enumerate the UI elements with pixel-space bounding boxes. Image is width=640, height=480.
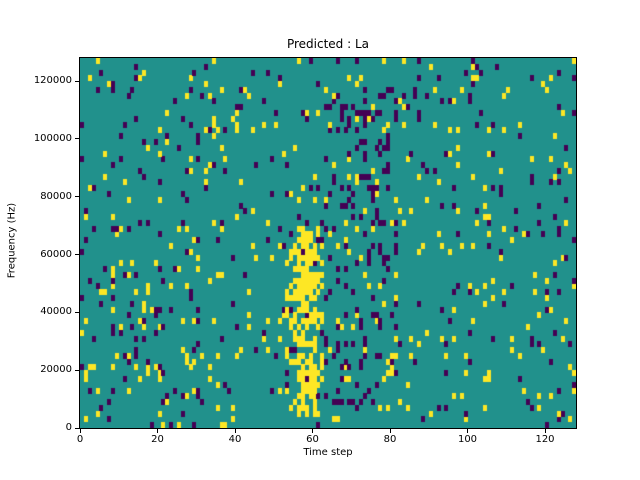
y-tick-mark [75, 311, 79, 313]
x-tick-mark [544, 429, 546, 433]
x-axis-label: Time step [303, 447, 353, 458]
x-tick-mark [234, 429, 236, 433]
x-tick-label: 40 [228, 434, 242, 445]
x-tick-mark [389, 429, 391, 433]
y-tick-label: 60000 [40, 248, 72, 260]
plot-area [79, 57, 577, 429]
y-tick-mark [75, 196, 79, 198]
y-tick-mark [75, 80, 79, 82]
y-tick-label: 100000 [33, 132, 72, 144]
chart-title: Predicted : La [286, 37, 370, 51]
x-tick-label: 60 [306, 434, 319, 445]
x-tick-label: 100 [457, 434, 478, 445]
x-tick-label: 0 [76, 434, 84, 445]
x-tick-label: 80 [383, 434, 397, 445]
heatmap-canvas [80, 58, 576, 428]
y-axis-label: Frequency (Hz) [6, 202, 18, 279]
x-tick-mark [467, 429, 468, 433]
y-tick-label: 120000 [33, 75, 72, 87]
x-tick-mark [157, 429, 158, 433]
y-tick-mark [75, 427, 79, 429]
y-tick-mark [75, 254, 79, 256]
x-tick-mark [312, 429, 313, 433]
x-tick-mark [79, 429, 81, 433]
y-tick-label: 0 [65, 422, 72, 433]
y-tick-mark [75, 369, 79, 371]
y-tick-label: 80000 [40, 190, 72, 202]
y-tick-mark [75, 138, 79, 140]
y-tick-label: 20000 [40, 364, 72, 376]
x-tick-label: 20 [151, 434, 164, 445]
y-tick-label: 40000 [40, 306, 72, 318]
x-tick-label: 120 [535, 434, 555, 445]
